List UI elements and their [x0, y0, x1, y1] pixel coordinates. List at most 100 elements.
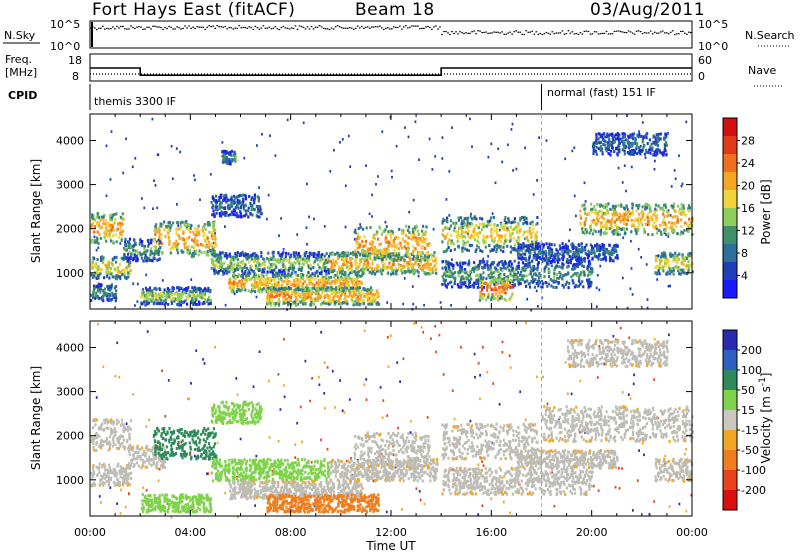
data-cell: [101, 297, 103, 300]
data-cell: [514, 283, 516, 286]
data-cell: [490, 235, 492, 238]
data-cell: [236, 281, 238, 284]
data-cell: [460, 285, 462, 288]
data-cell: [273, 302, 275, 305]
noise-point: [449, 34, 451, 35]
data-cell: [411, 234, 413, 237]
noise-point: [546, 32, 548, 33]
data-cell: [477, 240, 479, 243]
data-cell: [100, 288, 102, 291]
data-cell: [233, 273, 235, 276]
data-cell: [260, 208, 262, 211]
data-cell: [105, 219, 107, 222]
noise-point: [130, 25, 132, 26]
data-cell: [278, 274, 280, 277]
data-cell: [362, 271, 364, 274]
noise-point: [315, 27, 317, 28]
data-cell: [252, 287, 254, 290]
noise-point: [479, 31, 481, 32]
data-cell: [566, 261, 568, 264]
noise-point: [425, 26, 427, 27]
noise-point: [636, 31, 638, 32]
data-cell: [366, 226, 368, 229]
data-cell: [332, 261, 334, 264]
data-cell: [256, 284, 258, 287]
data-cell: [320, 303, 322, 306]
data-cell: [190, 224, 192, 227]
data-cell: [366, 289, 368, 292]
data-cell: [235, 155, 237, 158]
data-cell: [180, 227, 182, 230]
noise-point: [357, 26, 359, 27]
data-cell: [230, 201, 232, 204]
data-cell: [558, 265, 560, 268]
data-cell: [571, 268, 573, 271]
noise-point: [273, 28, 275, 29]
data-cell: [586, 253, 588, 256]
data-cell: [365, 268, 367, 271]
noise-point: [413, 26, 415, 27]
noise-point: [509, 32, 511, 33]
data-cell: [265, 284, 267, 287]
data-cell: [444, 280, 446, 283]
data-cell: [446, 220, 448, 223]
data-cell: [464, 271, 466, 274]
data-cell: [194, 237, 196, 240]
data-cell: [478, 231, 480, 234]
data-cell: [209, 249, 211, 252]
scatter-cell: [171, 145, 173, 148]
data-cell: [345, 279, 347, 282]
noise-point: [574, 33, 576, 34]
data-cell: [168, 243, 170, 246]
data-cell: [479, 295, 481, 298]
data-cell: [283, 280, 285, 283]
scatter-cell: [448, 214, 450, 217]
cpid-mode-2: normal (fast) 151 IF: [547, 86, 656, 99]
nave-tick-high: 60: [698, 54, 712, 67]
data-cell: [306, 261, 308, 264]
data-cell: [527, 239, 529, 242]
data-cell: [141, 290, 143, 293]
data-cell: [548, 283, 550, 286]
data-cell: [462, 226, 464, 229]
data-cell: [446, 270, 448, 273]
noise-point: [544, 33, 546, 34]
data-cell: [212, 204, 214, 207]
scatter-cell: [442, 136, 444, 139]
scatter-cell: [574, 195, 576, 198]
noise-point: [652, 33, 654, 34]
noise-point: [630, 31, 632, 32]
data-cell: [300, 274, 302, 277]
data-cell: [352, 287, 354, 290]
data-cell: [391, 244, 393, 247]
data-cell: [518, 265, 520, 268]
data-cell: [374, 258, 376, 261]
data-cell: [230, 286, 232, 289]
data-cell: [364, 244, 366, 247]
data-cell: [517, 236, 519, 239]
data-cell: [265, 280, 267, 283]
data-cell: [121, 273, 123, 276]
scatter-cell: [412, 285, 414, 288]
noise-point: [202, 27, 204, 28]
data-cell: [412, 258, 414, 261]
data-cell: [484, 264, 486, 267]
data-cell: [297, 278, 299, 281]
noise-point: [481, 32, 483, 33]
data-cell: [99, 291, 101, 294]
data-cell: [525, 263, 527, 266]
data-cell: [316, 271, 318, 274]
data-cell: [266, 257, 268, 260]
data-cell: [554, 243, 556, 246]
data-cell: [146, 256, 148, 259]
data-cell: [458, 234, 460, 237]
data-cell: [320, 288, 322, 291]
data-cell: [307, 271, 309, 274]
data-cell: [245, 197, 247, 200]
data-cell: [129, 261, 131, 264]
noise-point: [542, 34, 544, 35]
data-cell: [204, 238, 206, 241]
data-cell: [234, 213, 236, 216]
data-cell: [272, 255, 274, 258]
data-cell: [423, 238, 425, 241]
